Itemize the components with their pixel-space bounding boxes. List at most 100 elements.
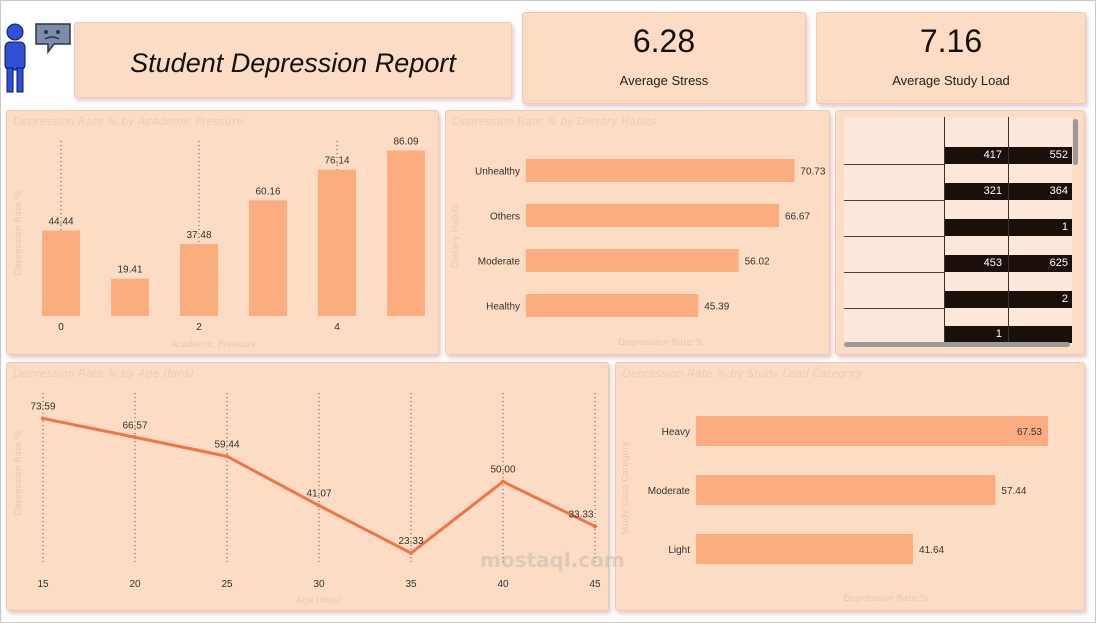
data-point [41,416,45,421]
bar [42,230,80,316]
x-tick-label: 25 [221,579,233,590]
horizontal-scrollbar[interactable] [844,342,1070,347]
table-row[interactable]: 2 [844,291,1072,309]
table-cell: 1 [995,328,1002,340]
data-label: 23.33 [398,536,423,547]
y-axis-label: Study Load Category [621,440,631,535]
x-tick-label: 45 [589,579,601,590]
data-point [317,503,321,508]
bar [526,159,795,182]
data-label: 33.33 [568,509,593,520]
x-tick-label: 30 [313,579,325,590]
table-cell: 625 [1049,257,1068,269]
table-row[interactable]: 453 625 [844,255,1072,273]
kpi-label: Average Study Load [892,73,1010,88]
dietary-habits-chart-card[interactable]: Depression Rate % by Dietary Habits Unhe… [445,110,830,355]
age-line-chart[interactable]: 15 20 25 30 35 40 45 73.59 66.57 59.44 41.07 23.33 5… [7,363,608,610]
matrix-table[interactable]: 417 552 321 364 1 453 625 2 1 [844,117,1072,343]
x-axis-label: Depression Rate % [843,594,929,604]
y-axis-label: Dietary Habits [451,203,461,268]
column-divider [1008,117,1009,343]
bar [696,416,1048,446]
academic-pressure-chart-card[interactable]: Depression Rate % by Academic Pressure 0… [6,110,439,355]
bar [526,249,739,272]
data-label: 44.44 [48,217,73,228]
dietary-habits-chart[interactable]: Unhealthy 70.73 Others 66.67 Moderate 56.02 He… [446,111,829,354]
data-label: 86.09 [393,137,418,148]
data-label: 37.48 [186,230,211,241]
data-label: 70.73 [800,167,825,178]
kpi-value: 6.28 [632,23,696,59]
data-label: 73.59 [30,401,55,412]
page-title: Student Depression Report [130,48,456,78]
x-tick-label: 0 [58,322,64,333]
data-point [409,551,413,556]
bar [111,278,149,316]
y-tick-label: Light [668,545,690,556]
data-label: 41.07 [306,489,331,500]
table-row[interactable]: 1 [844,326,1072,343]
kpi-value: 7.16 [919,23,983,59]
x-tick-label: 40 [497,579,509,590]
table-row[interactable]: 321 364 [844,183,1072,201]
data-label: 76.14 [324,156,349,167]
chart-title: Depression Rate % by Dietary Habits [452,115,657,128]
data-label: 57.44 [1001,486,1026,497]
y-tick-label: Moderate [478,257,521,268]
y-axis-label: Depression Rate % [14,190,24,276]
matrix-card[interactable]: 417 552 321 364 1 453 625 2 1 [835,110,1085,355]
x-tick-label: 15 [37,579,49,590]
chart-title: Depression Rate % by Age (bins) [13,367,195,380]
bar [526,204,780,227]
data-label: 66.67 [785,212,810,223]
bar [696,475,996,505]
table-row[interactable]: 1 [844,219,1072,237]
y-tick-label: Others [490,212,520,223]
y-tick-label: Unhealthy [475,167,520,178]
academic-pressure-chart[interactable]: 0 44.44 19.41 2 37.48 60.16 4 76.14 86.09 Academi… [7,111,438,354]
table-cell: 1 [1061,221,1068,233]
bar [249,200,287,316]
data-label: 60.16 [255,186,280,197]
column-divider [944,117,945,343]
vertical-scrollbar[interactable] [1073,119,1078,165]
y-tick-label: Moderate [648,486,691,497]
chart-title: Depression Rate % by Study Load Category [622,367,863,380]
x-axis-label: Academic Pressure [171,340,257,350]
bar [318,169,356,316]
data-point [133,435,137,440]
data-point [593,524,597,529]
data-label: 50.00 [490,465,515,476]
y-tick-label: Heavy [662,427,690,438]
bar [696,534,914,564]
chart-title: Depression Rate % by Academic Pressure [13,115,244,128]
study-load-chart-card[interactable]: Depression Rate % by Study Load Category… [615,362,1085,611]
data-label: 19.41 [117,265,142,276]
table-cell: 2 [1061,293,1068,305]
table-cell: 453 [983,257,1002,269]
data-point [225,454,229,459]
data-point [501,479,505,484]
data-label: 66.57 [122,420,147,431]
kpi-card-study-load: 7.16 Average Study Load [816,12,1086,104]
kpi-card-stress: 6.28 Average Stress [522,12,806,104]
bar [526,294,699,317]
table-row[interactable]: 417 552 [844,147,1072,165]
bar [180,243,218,316]
bar [387,150,425,316]
x-axis-label: Depression Rate % [618,338,704,348]
age-chart-card[interactable]: Depression Rate % by Age (bins) 15 20 25 30… [6,362,609,611]
x-tick-label: 2 [196,322,202,333]
x-tick-label: 20 [129,579,141,590]
table-cell: 552 [1049,149,1068,161]
kpi-label: Average Stress [619,73,709,88]
student-logo-icon [2,18,72,98]
y-axis-label: Depression Rate % [14,430,24,516]
y-tick-label: Healthy [486,302,520,313]
x-tick-label: 35 [405,579,417,590]
data-label: 45.39 [704,302,729,313]
table-cell: 417 [983,149,1002,161]
x-axis-label: Age (bins) [296,596,342,606]
data-label: 41.64 [919,545,944,556]
